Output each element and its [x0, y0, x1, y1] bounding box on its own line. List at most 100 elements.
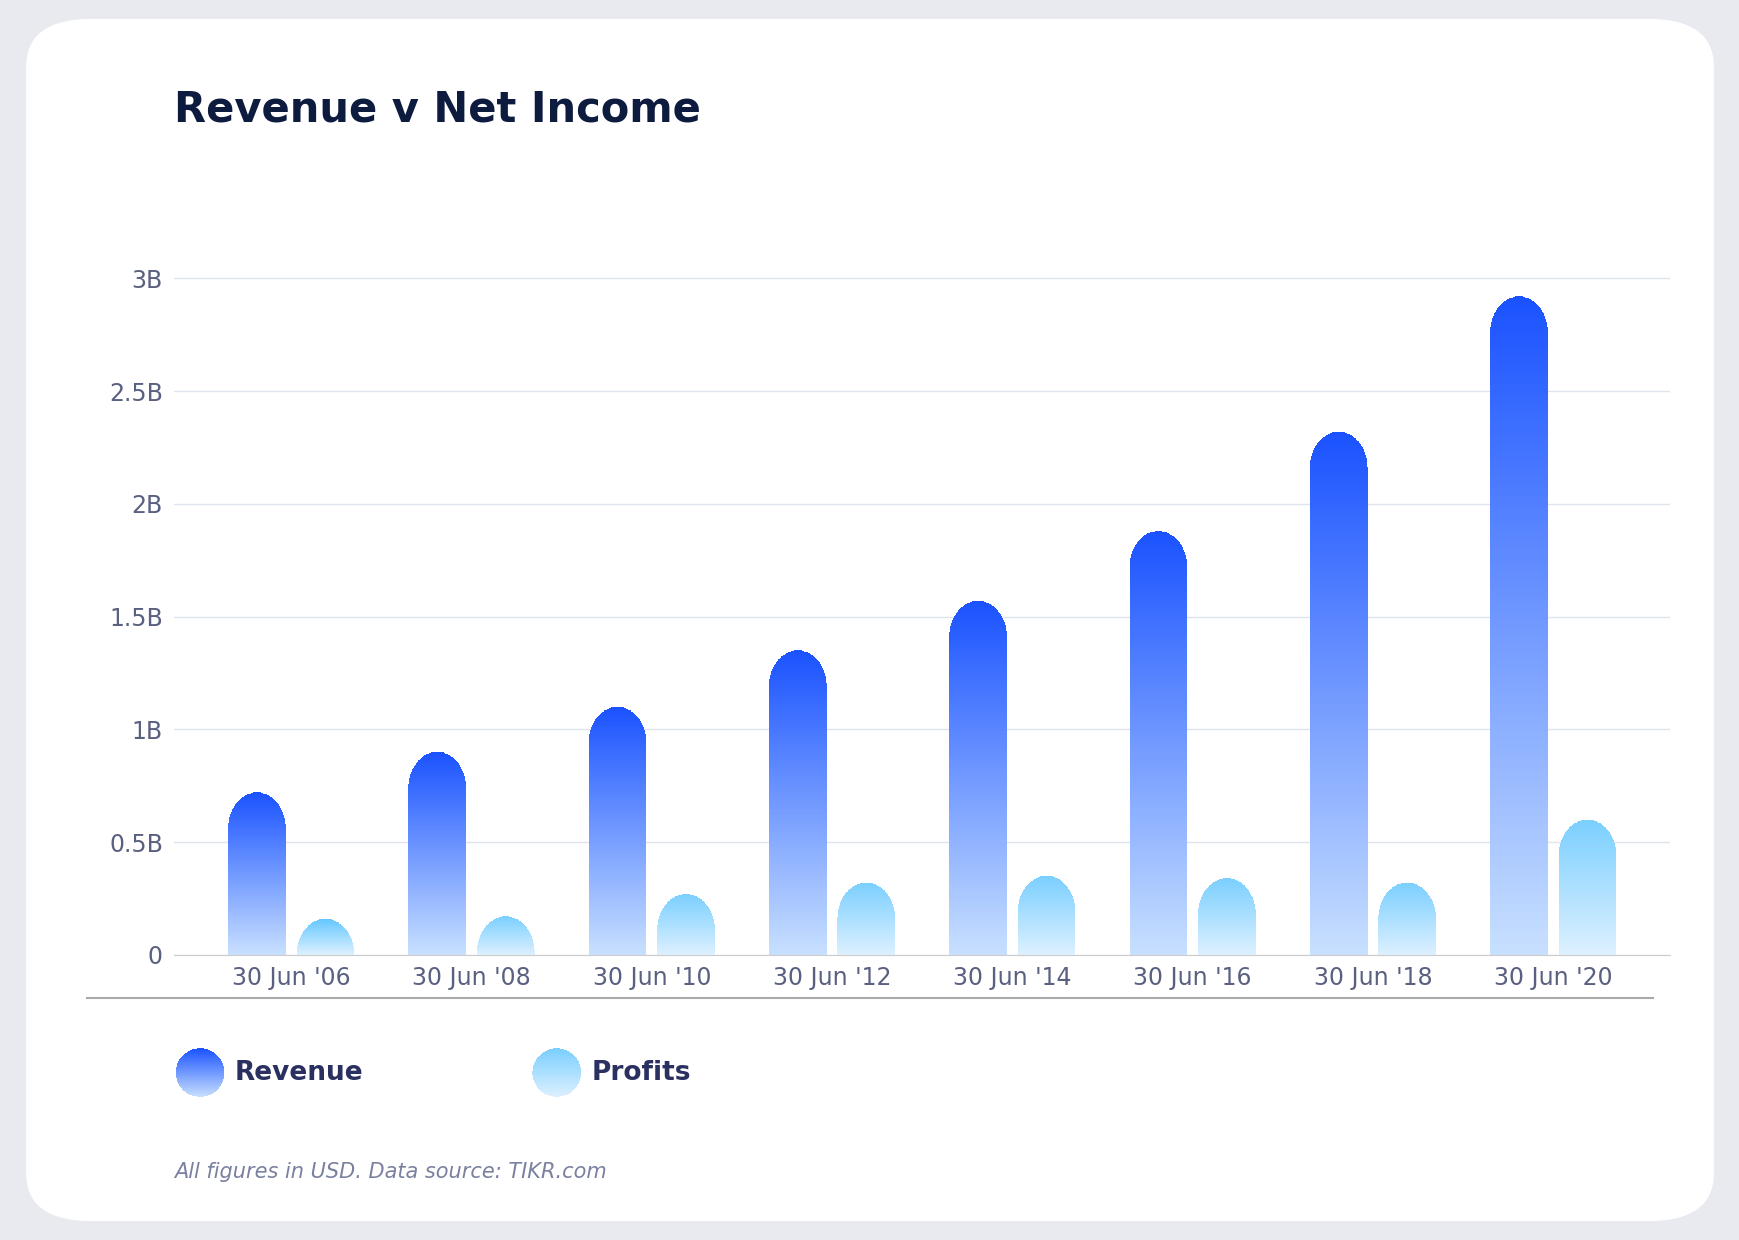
Bar [949, 639, 1007, 640]
Bar [949, 770, 1007, 773]
Bar [1309, 914, 1367, 916]
Bar [1309, 823, 1367, 826]
Bar [769, 761, 826, 763]
Bar [769, 712, 826, 713]
Bar [1129, 584, 1186, 587]
Bar [949, 722, 1007, 723]
Bar [1129, 567, 1186, 569]
Bar [1129, 763, 1186, 765]
Bar [949, 683, 1007, 684]
Bar [1129, 792, 1186, 794]
Bar [1309, 821, 1367, 823]
Bar [1489, 547, 1548, 551]
Bar [1309, 520, 1367, 521]
Bar [1489, 410, 1548, 413]
Bar [949, 837, 1007, 838]
Bar [949, 708, 1007, 711]
Bar [949, 691, 1007, 692]
Bar [949, 682, 1007, 683]
Bar [1489, 724, 1548, 728]
Bar [1309, 909, 1367, 911]
Bar [769, 858, 826, 859]
Bar [769, 828, 826, 830]
Bar [1129, 717, 1186, 718]
Bar [949, 746, 1007, 748]
Bar [1489, 516, 1548, 520]
Bar [769, 812, 826, 813]
Bar [949, 853, 1007, 854]
Bar [769, 873, 826, 874]
Bar [1309, 911, 1367, 914]
Bar [1489, 914, 1548, 918]
Bar [1309, 689, 1367, 692]
Bar [1309, 777, 1367, 780]
Bar [1129, 614, 1186, 615]
Bar [1309, 699, 1367, 702]
Bar [949, 684, 1007, 686]
Bar [1309, 657, 1367, 660]
Bar [1309, 712, 1367, 714]
Bar [949, 928, 1007, 929]
Bar [1309, 813, 1367, 816]
Bar [1309, 665, 1367, 667]
Bar [769, 805, 826, 806]
Bar [769, 916, 826, 918]
Bar [1489, 771, 1548, 774]
Bar [1489, 660, 1548, 662]
Bar [1129, 952, 1186, 955]
Bar [1129, 935, 1186, 937]
Bar [949, 926, 1007, 928]
Bar [769, 879, 826, 880]
Bar [949, 813, 1007, 815]
Bar [1129, 838, 1186, 841]
Bar [1129, 868, 1186, 869]
Bar [769, 693, 826, 694]
Bar [1129, 811, 1186, 813]
Bar [1309, 624, 1367, 626]
Bar [1309, 485, 1367, 487]
Bar [769, 918, 826, 919]
Bar [769, 792, 826, 794]
Bar [1129, 663, 1186, 666]
Bar [769, 874, 826, 875]
Bar [1309, 935, 1367, 937]
Bar [1309, 510, 1367, 512]
Bar [1129, 604, 1186, 606]
Bar [949, 742, 1007, 744]
Bar [769, 813, 826, 815]
Bar [1129, 735, 1186, 738]
Bar [1129, 758, 1186, 759]
Bar [1489, 379, 1548, 382]
Bar [1129, 739, 1186, 742]
Bar [1309, 565, 1367, 568]
Bar [1489, 699, 1548, 703]
Bar [1129, 575, 1186, 577]
Bar [1309, 725, 1367, 728]
Bar [1489, 753, 1548, 755]
Bar [1489, 332, 1548, 336]
Bar [769, 887, 826, 888]
Bar [1129, 699, 1186, 701]
Bar [769, 935, 826, 936]
Bar [1489, 454, 1548, 458]
Bar [769, 770, 826, 771]
Bar [949, 826, 1007, 827]
Bar [769, 936, 826, 937]
Bar [1489, 856, 1548, 858]
Bar [1129, 730, 1186, 732]
Bar [1309, 634, 1367, 636]
Bar [769, 728, 826, 729]
Bar [1489, 563, 1548, 565]
Bar [1129, 714, 1186, 717]
Bar [1129, 899, 1186, 900]
Bar [769, 749, 826, 751]
Bar [949, 663, 1007, 666]
Bar [949, 868, 1007, 869]
Bar [1129, 862, 1186, 864]
Bar [949, 680, 1007, 682]
Bar [1489, 800, 1548, 802]
Bar [949, 692, 1007, 694]
Bar [769, 839, 826, 841]
Bar [949, 843, 1007, 846]
Bar [949, 864, 1007, 866]
